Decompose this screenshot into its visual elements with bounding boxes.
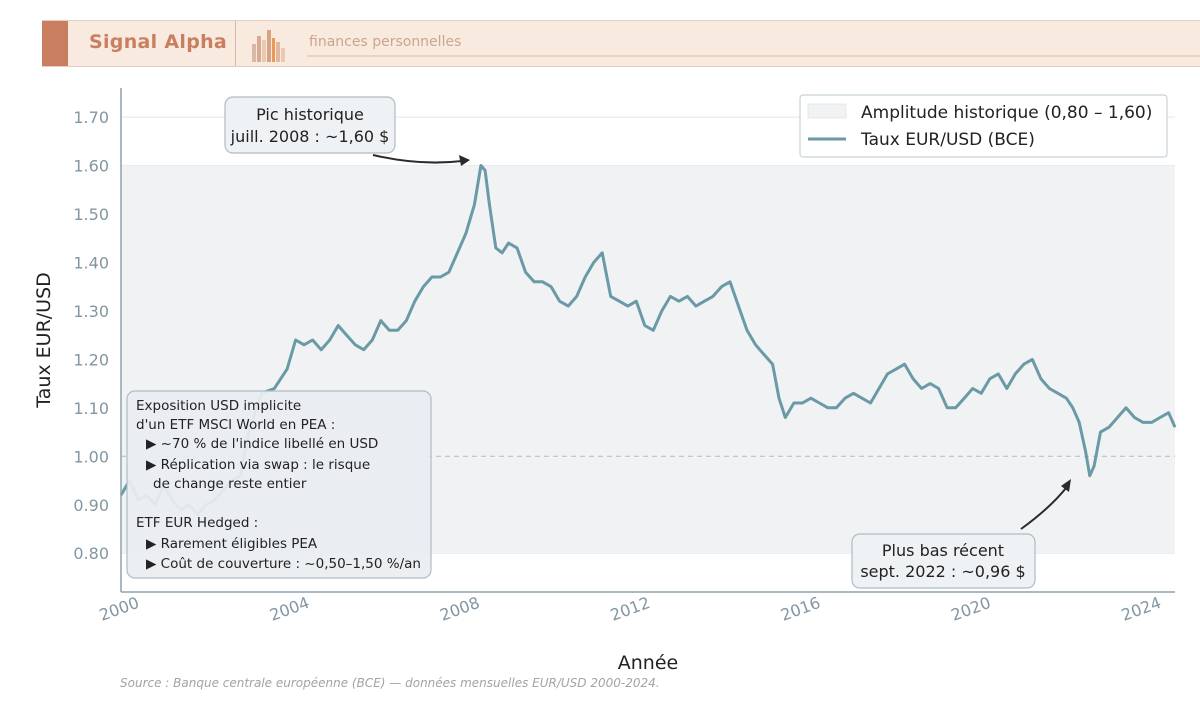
- brand-accent-square: [42, 21, 68, 66]
- x-tick-label: 2020: [948, 593, 993, 625]
- tagline: finances personnelles: [309, 34, 462, 50]
- series-line-eurusd: [119, 164, 1177, 516]
- legend-label-band: Amplitude historique (0,80 – 1,60): [861, 103, 1152, 123]
- y-ticks: 0.80 0.90 1.00 1.10 1.20 1.30 1.40 1.50 1.60 1.70: [73, 108, 109, 563]
- info-box: Exposition USD implicite d'un ETF MSCI W…: [126, 390, 432, 579]
- x-tick-label: 2000: [97, 593, 142, 625]
- brand-name: Signal Alpha: [89, 31, 228, 53]
- annotation-peak: Pic historique juill. 2008 : ~1,60 $: [224, 96, 470, 166]
- source-note: Source : Banque centrale européenne (BCE…: [120, 676, 660, 690]
- info-line-8: ▶ Coût de couverture : ~0,50–1,50 %/an: [146, 556, 421, 572]
- y-tick-label: 1.60: [73, 157, 109, 176]
- x-tick-label: 2012: [608, 593, 653, 625]
- y-tick-label: 1.40: [73, 253, 109, 272]
- info-line-6: ETF EUR Hedged :: [136, 515, 258, 531]
- info-line-2: d'un ETF MSCI World en PEA :: [136, 417, 335, 433]
- annotation-trough-line-2: sept. 2022 : ~0,96 $: [860, 562, 1025, 581]
- x-tick-label: 2016: [778, 593, 823, 625]
- x-axis-label: Année: [618, 652, 678, 674]
- y-tick-label: 0.90: [73, 496, 109, 515]
- annotation-peak-arrow: [372, 154, 463, 164]
- legend: Amplitude historique (0,80 – 1,60) Taux …: [799, 94, 1168, 158]
- annotation-trough-line-1: Plus bas récent: [882, 541, 1004, 560]
- header-divider: [235, 21, 236, 66]
- legend-label-series: Taux EUR/USD (BCE): [860, 130, 1035, 150]
- annotation-peak-arrowhead: [459, 155, 470, 166]
- y-tick-label: 1.10: [73, 399, 109, 418]
- y-axis-label: Taux EUR/USD: [33, 272, 55, 409]
- y-tick-label: 1.00: [73, 447, 109, 466]
- bar-chart-logo-icon: [252, 30, 285, 62]
- y-tick-label: 1.20: [73, 350, 109, 369]
- y-tick-label: 0.80: [73, 544, 109, 563]
- info-line-5: de change reste entier: [153, 476, 307, 492]
- info-line-3: ▶ ~70 % de l'indice libellé en USD: [146, 436, 378, 452]
- info-line-1: Exposition USD implicite: [136, 398, 301, 414]
- y-tick-label: 1.50: [73, 205, 109, 224]
- annotation-trough-arrow: [1020, 487, 1067, 530]
- info-line-4: ▶ Réplication via swap : le risque: [146, 457, 370, 473]
- legend-swatch-band: [807, 103, 847, 119]
- header-band: Signal Alpha finances personnelles: [42, 20, 1200, 67]
- y-tick-label: 1.30: [73, 302, 109, 321]
- x-tick-label: 2024: [1119, 593, 1164, 625]
- x-tick-label: 2004: [267, 593, 312, 625]
- annotation-trough: Plus bas récent sept. 2022 : ~0,96 $: [851, 479, 1071, 589]
- annotation-peak-line-2: juill. 2008 : ~1,60 $: [230, 127, 390, 146]
- y-tick-label: 1.70: [73, 108, 109, 127]
- x-ticks: 2000 2004 2008 2012 2016 2020 2024: [97, 593, 1164, 625]
- axes-layer: [120, 88, 1175, 593]
- x-tick-label: 2008: [437, 593, 482, 625]
- annotation-trough-arrowhead: [1061, 479, 1071, 492]
- tagline-rule: [307, 55, 1200, 57]
- info-line-7: ▶ Rarement éligibles PEA: [146, 536, 318, 552]
- annotation-peak-line-1: Pic historique: [256, 105, 364, 124]
